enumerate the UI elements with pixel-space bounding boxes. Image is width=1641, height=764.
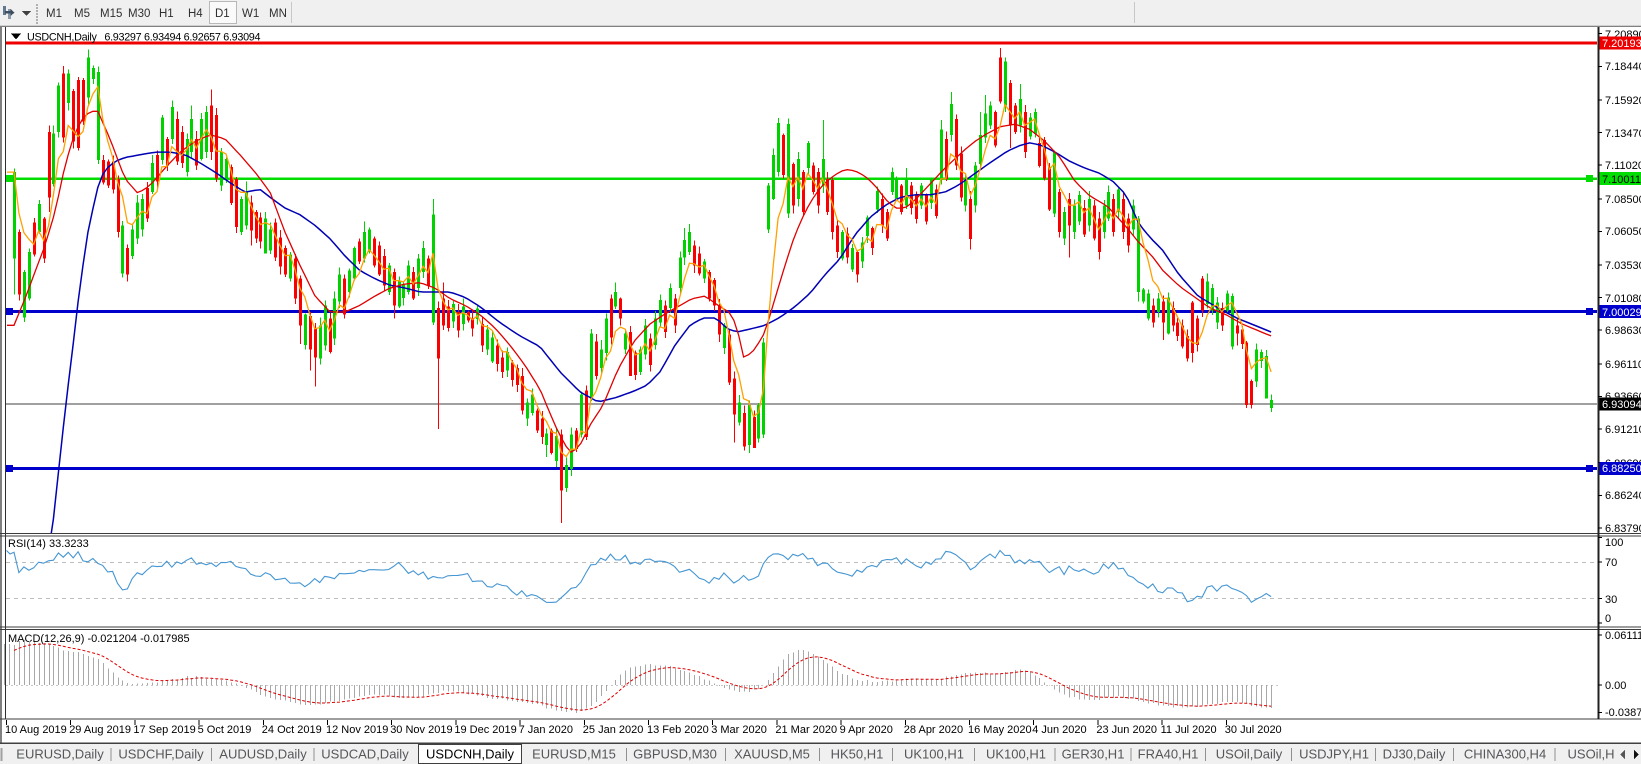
svg-text:30 Jul 2020: 30 Jul 2020 <box>1225 724 1282 736</box>
svg-text:6.83790: 6.83790 <box>1605 523 1641 535</box>
svg-text:29 Aug 2019: 29 Aug 2019 <box>69 724 131 736</box>
svg-text:CHINA300,H4: CHINA300,H4 <box>1464 747 1546 762</box>
svg-text:0: 0 <box>1605 613 1611 625</box>
svg-text:DJ30,Daily: DJ30,Daily <box>1383 747 1446 762</box>
svg-text:13 Feb 2020: 13 Feb 2020 <box>647 724 709 736</box>
svg-text:23 Jun 2020: 23 Jun 2020 <box>1096 724 1157 736</box>
svg-text:70: 70 <box>1605 557 1617 569</box>
svg-text:GER30,H1: GER30,H1 <box>1062 747 1125 762</box>
svg-text:RSI(14) 33.3233: RSI(14) 33.3233 <box>8 538 89 550</box>
svg-text:UK100,H1: UK100,H1 <box>986 747 1046 762</box>
svg-text:M30: M30 <box>128 8 150 20</box>
svg-text:6.88250: 6.88250 <box>1602 463 1641 475</box>
svg-text:6.86240: 6.86240 <box>1605 490 1641 502</box>
svg-text:7 Jan 2020: 7 Jan 2020 <box>519 724 573 736</box>
svg-text:AUDUSD,Daily: AUDUSD,Daily <box>219 747 307 762</box>
svg-text:5 Oct 2019: 5 Oct 2019 <box>198 724 252 736</box>
svg-text:10 Aug 2019: 10 Aug 2019 <box>5 724 67 736</box>
svg-text:7.11020: 7.11020 <box>1605 160 1641 172</box>
svg-text:7.06050: 7.06050 <box>1605 226 1641 238</box>
svg-text:100: 100 <box>1605 537 1623 549</box>
svg-text:16 May 2020: 16 May 2020 <box>968 724 1032 736</box>
svg-text:19 Dec 2019: 19 Dec 2019 <box>454 724 516 736</box>
svg-text:-0.038777: -0.038777 <box>1605 707 1641 719</box>
svg-text:6.93094: 6.93094 <box>1602 399 1641 411</box>
svg-text:HK50,H1: HK50,H1 <box>831 747 884 762</box>
svg-text:7.01080: 7.01080 <box>1605 293 1641 305</box>
svg-text:28 Apr 2020: 28 Apr 2020 <box>904 724 963 736</box>
svg-text:7.15920: 7.15920 <box>1605 95 1641 107</box>
svg-text:USDCNH,Daily 6.93297 6.93494: USDCNH,Daily 6.93297 6.93494 6.92657 6.9… <box>27 32 260 44</box>
svg-text:H1: H1 <box>159 8 174 20</box>
svg-text:XAUUSD,M5: XAUUSD,M5 <box>734 747 810 762</box>
svg-text:FRA40,H1: FRA40,H1 <box>1138 747 1199 762</box>
svg-text:30 Nov 2019: 30 Nov 2019 <box>390 724 452 736</box>
svg-text:M1: M1 <box>46 8 62 20</box>
svg-text:3 Mar 2020: 3 Mar 2020 <box>711 724 767 736</box>
svg-text:MN: MN <box>269 8 287 20</box>
svg-text:24 Oct 2019: 24 Oct 2019 <box>262 724 322 736</box>
svg-text:30: 30 <box>1605 594 1617 606</box>
svg-text:7.20193: 7.20193 <box>1602 38 1641 50</box>
svg-text:H4: H4 <box>188 8 203 20</box>
svg-text:11 Jul 2020: 11 Jul 2020 <box>1161 724 1217 736</box>
svg-text:6.91210: 6.91210 <box>1605 424 1641 436</box>
svg-text:6.98630: 6.98630 <box>1605 325 1641 337</box>
svg-text:6.96110: 6.96110 <box>1605 359 1641 371</box>
svg-text:D1: D1 <box>215 8 230 20</box>
svg-text:EURUSD,M15: EURUSD,M15 <box>532 747 616 762</box>
svg-text:9 Apr 2020: 9 Apr 2020 <box>840 724 893 736</box>
svg-text:17 Sep 2019: 17 Sep 2019 <box>133 724 195 736</box>
svg-text:USDJPY,H1: USDJPY,H1 <box>1299 747 1369 762</box>
svg-text:M5: M5 <box>74 8 90 20</box>
svg-text:7.10011: 7.10011 <box>1602 174 1641 186</box>
svg-text:USDCNH,Daily: USDCNH,Daily <box>426 747 515 762</box>
svg-text:EURUSD,Daily: EURUSD,Daily <box>16 747 104 762</box>
svg-text:USDCHF,Daily: USDCHF,Daily <box>118 747 204 762</box>
svg-text:7.03530: 7.03530 <box>1605 260 1641 272</box>
svg-text:USOil,Daily: USOil,Daily <box>1216 747 1283 762</box>
svg-text:GBPUSD,M30: GBPUSD,M30 <box>633 747 717 762</box>
svg-text:12 Nov 2019: 12 Nov 2019 <box>326 724 388 736</box>
svg-text:25 Jan 2020: 25 Jan 2020 <box>583 724 644 736</box>
svg-text:0.061119: 0.061119 <box>1605 630 1641 642</box>
svg-text:USOil,H: USOil,H <box>1568 747 1615 762</box>
svg-text:7.00029: 7.00029 <box>1602 307 1641 319</box>
svg-text:7.18440: 7.18440 <box>1605 61 1641 73</box>
svg-text:UK100,H1: UK100,H1 <box>904 747 964 762</box>
svg-text:M15: M15 <box>100 8 122 20</box>
svg-text:USDCAD,Daily: USDCAD,Daily <box>321 747 409 762</box>
svg-text:0.00: 0.00 <box>1605 680 1626 692</box>
svg-text:MACD(12,26,9) -0.021204 -0.017: MACD(12,26,9) -0.021204 -0.017985 <box>8 633 190 645</box>
svg-text:7.13470: 7.13470 <box>1605 128 1641 140</box>
svg-text:4 Jun 2020: 4 Jun 2020 <box>1032 724 1086 736</box>
svg-text:7.08500: 7.08500 <box>1605 194 1641 206</box>
svg-text:W1: W1 <box>242 8 259 20</box>
svg-text:21 Mar 2020: 21 Mar 2020 <box>775 724 837 736</box>
